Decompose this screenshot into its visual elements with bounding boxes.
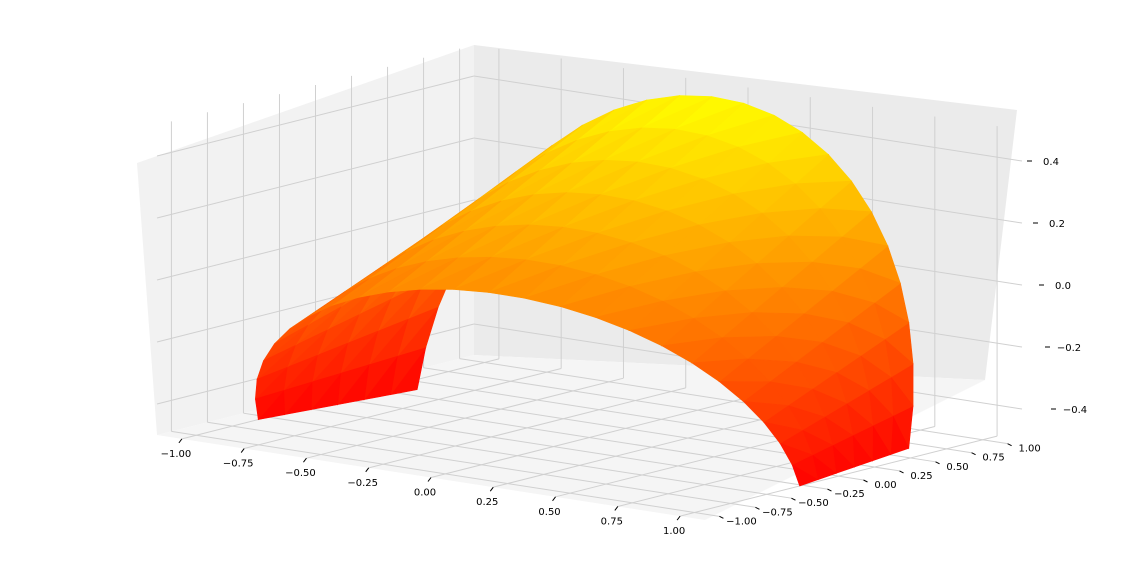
- y-tick-label: 0.50: [946, 462, 968, 473]
- z-tick-label: 0.2: [1049, 219, 1065, 230]
- surface-triangle: [453, 259, 527, 293]
- z-tick-label: 0.4: [1043, 157, 1059, 168]
- surface-triangle: [254, 389, 285, 421]
- z-axis-ticks: −0.4 −0.2 0.0 0.2 0.4: [1027, 157, 1087, 416]
- y-tick-mark: [827, 488, 832, 492]
- x-tick-label: 0.75: [601, 516, 623, 527]
- surface-triangle: [690, 358, 749, 382]
- x-tick-label: −0.25: [347, 478, 378, 489]
- surface-triangle: [358, 261, 426, 298]
- x-tick-mark: [240, 448, 245, 453]
- y-tick-mark: [899, 470, 904, 474]
- y-tick-mark: [863, 479, 868, 483]
- y-tick-mark: [755, 506, 760, 510]
- side-grid-z: [156, 75, 475, 157]
- side-grid-z: [156, 199, 475, 281]
- y-tick-label: −1.00: [726, 516, 757, 527]
- x-tick-label: −1.00: [161, 449, 192, 460]
- surface-triangle: [628, 317, 695, 347]
- floor-grid-x: [493, 406, 811, 488]
- x-axis-ticks: −1.00 −0.75 −0.50 −0.25 0.00 0.25 0.50 0.75 1.00: [161, 438, 685, 537]
- surface-triangle: [387, 257, 458, 293]
- y-tick-mark: [935, 461, 940, 465]
- y-tick-label: 0.00: [874, 480, 896, 491]
- y-axis-ticks: −1.00 −0.75 −0.50 −0.25 0.00 0.25 0.50 0.75 1.00: [719, 443, 1041, 527]
- surface-triangle: [559, 286, 631, 318]
- surface-triangle: [791, 464, 819, 487]
- surface-triangle: [523, 274, 596, 307]
- x-tick-mark: [552, 496, 556, 502]
- y-tick-mark: [1007, 443, 1012, 447]
- surface-triangle: [289, 291, 346, 330]
- floor-grid-x: [679, 435, 998, 517]
- x-tick-mark: [303, 457, 307, 463]
- x-tick-label: 0.25: [476, 497, 498, 508]
- y-tick-label: −0.75: [762, 507, 793, 518]
- x-tick-label: 0.00: [414, 488, 436, 499]
- surface-triangle: [779, 442, 814, 466]
- x-tick-label: 1.00: [663, 526, 685, 537]
- x-tick-mark: [427, 477, 432, 482]
- z-tick-label: −0.4: [1063, 405, 1087, 416]
- surface-triangle: [762, 421, 804, 444]
- side-grid-z: [156, 137, 475, 219]
- y-tick-label: 0.25: [910, 471, 932, 482]
- surface-mesh: [254, 95, 914, 487]
- surface-triangle: [332, 268, 397, 306]
- surface-triangle: [419, 256, 492, 290]
- surface-triangle: [742, 400, 789, 423]
- y-tick-label: −0.25: [834, 489, 865, 500]
- y-tick-mark: [791, 497, 796, 501]
- surface-triangle: [718, 381, 771, 402]
- surface-triangle: [308, 278, 370, 317]
- surface-triangle: [487, 265, 562, 299]
- z-tick-label: 0.0: [1055, 281, 1071, 292]
- floor-grid-y: [315, 394, 864, 481]
- x-tick-mark: [676, 515, 681, 521]
- surface-triangle: [274, 307, 325, 345]
- y-tick-mark: [719, 515, 724, 519]
- surface-triangle: [660, 337, 723, 364]
- x-tick-mark: [489, 486, 494, 492]
- x-tick-mark: [178, 438, 183, 444]
- x-tick-label: −0.75: [223, 459, 254, 470]
- x-tick-label: 0.50: [538, 507, 560, 518]
- y-tick-label: −0.50: [798, 498, 829, 509]
- floor-grid-y: [459, 358, 1008, 445]
- x-tick-label: −0.50: [285, 468, 316, 479]
- y-tick-mark: [971, 452, 976, 456]
- y-tick-label: 1.00: [1018, 444, 1040, 455]
- surface-triangle: [256, 345, 296, 381]
- z-tick-label: −0.2: [1057, 343, 1081, 354]
- x-tick-mark: [614, 506, 619, 511]
- surface-triangle: [254, 366, 288, 400]
- y-tick-label: 0.75: [982, 453, 1004, 464]
- surface-triangle: [263, 325, 308, 361]
- x-tick-mark: [365, 467, 370, 473]
- surface-triangle: [594, 300, 663, 331]
